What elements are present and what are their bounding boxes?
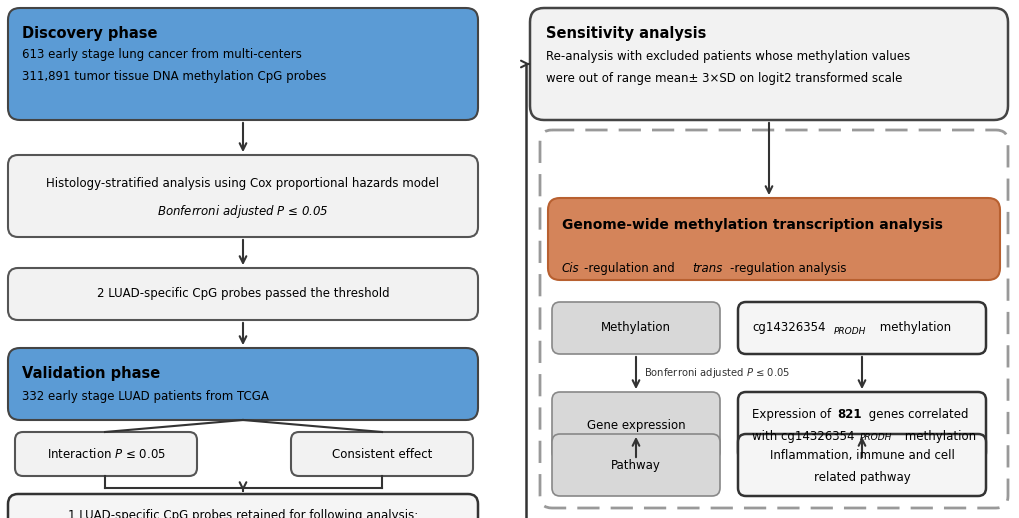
Text: Cis: Cis: [561, 262, 579, 275]
Text: were out of range mean± 3×SD on logit2 transformed scale: were out of range mean± 3×SD on logit2 t…: [545, 72, 902, 85]
Text: -regulation and: -regulation and: [584, 262, 678, 275]
FancyBboxPatch shape: [8, 155, 478, 237]
Text: 1 LUAD-specific CpG probes retained for following analysis:: 1 LUAD-specific CpG probes retained for …: [68, 510, 418, 518]
FancyBboxPatch shape: [290, 432, 473, 476]
FancyBboxPatch shape: [8, 348, 478, 420]
FancyBboxPatch shape: [738, 302, 985, 354]
FancyBboxPatch shape: [551, 434, 719, 496]
Text: PRODH: PRODH: [834, 327, 865, 337]
Text: Genome-wide methylation transcription analysis: Genome-wide methylation transcription an…: [561, 218, 942, 232]
FancyBboxPatch shape: [738, 392, 985, 460]
FancyBboxPatch shape: [8, 494, 478, 518]
Text: Consistent effect: Consistent effect: [331, 448, 432, 461]
Text: 311,891 tumor tissue DNA methylation CpG probes: 311,891 tumor tissue DNA methylation CpG…: [22, 70, 326, 83]
Text: cg14326354: cg14326354: [751, 322, 824, 335]
Text: Methylation: Methylation: [600, 322, 671, 335]
Text: methylation: methylation: [900, 430, 975, 443]
Text: 2 LUAD-specific CpG probes passed the threshold: 2 LUAD-specific CpG probes passed the th…: [97, 287, 389, 300]
Text: Bonferroni adjusted $P$ ≤ 0.05: Bonferroni adjusted $P$ ≤ 0.05: [643, 366, 790, 380]
FancyBboxPatch shape: [551, 302, 719, 354]
Text: with cg14326354: with cg14326354: [751, 430, 854, 443]
Text: methylation: methylation: [875, 322, 950, 335]
FancyBboxPatch shape: [547, 198, 999, 280]
Text: trans: trans: [691, 262, 721, 275]
Text: related pathway: related pathway: [813, 471, 910, 484]
Text: Discovery phase: Discovery phase: [22, 26, 157, 41]
FancyBboxPatch shape: [738, 434, 985, 496]
Text: 821: 821: [837, 408, 861, 421]
FancyBboxPatch shape: [8, 8, 478, 120]
Text: Sensitivity analysis: Sensitivity analysis: [545, 26, 706, 41]
Text: -regulation analysis: -regulation analysis: [730, 262, 846, 275]
Text: PRODH: PRODH: [859, 433, 892, 442]
Text: Bonferroni adjusted $P$ ≤ 0.05: Bonferroni adjusted $P$ ≤ 0.05: [157, 203, 328, 220]
FancyBboxPatch shape: [530, 8, 1007, 120]
Text: Re-analysis with excluded patients whose methylation values: Re-analysis with excluded patients whose…: [545, 50, 909, 63]
FancyBboxPatch shape: [8, 268, 478, 320]
Text: 332 early stage LUAD patients from TCGA: 332 early stage LUAD patients from TCGA: [22, 390, 269, 403]
Text: Inflammation, immune and cell: Inflammation, immune and cell: [768, 450, 954, 463]
FancyBboxPatch shape: [15, 432, 197, 476]
Text: Pathway: Pathway: [610, 458, 660, 471]
Text: Histology-stratified analysis using Cox proportional hazards model: Histology-stratified analysis using Cox …: [47, 177, 439, 190]
Text: 613 early stage lung cancer from multi-centers: 613 early stage lung cancer from multi-c…: [22, 48, 302, 61]
Text: Gene expression: Gene expression: [586, 420, 685, 433]
FancyBboxPatch shape: [551, 392, 719, 460]
Text: Expression of: Expression of: [751, 408, 835, 421]
Text: Validation phase: Validation phase: [22, 366, 160, 381]
Text: genes correlated: genes correlated: [864, 408, 968, 421]
Text: Interaction $P$ ≤ 0.05: Interaction $P$ ≤ 0.05: [47, 447, 165, 461]
